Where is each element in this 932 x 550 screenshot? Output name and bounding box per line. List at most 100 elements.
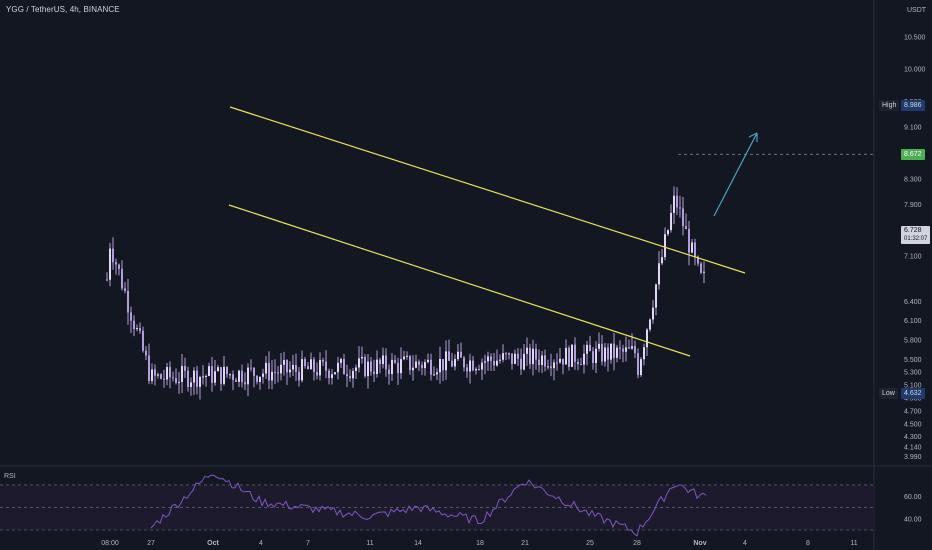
time-tick-label: 4 [743, 540, 747, 547]
candle-body [145, 350, 147, 356]
candle-body [466, 367, 468, 372]
price-tick-label: 4.300 [904, 434, 922, 441]
candle-body [256, 375, 258, 382]
candle-body [406, 355, 408, 357]
candle-body [532, 348, 534, 365]
time-tick-label: 27 [147, 540, 155, 547]
candle-body [364, 356, 366, 377]
candle-body [502, 353, 504, 360]
candle-body [262, 373, 264, 377]
candle-body [649, 319, 651, 330]
candle-body [196, 370, 198, 387]
candle-body [481, 362, 483, 370]
candle-body [451, 360, 453, 367]
time-tick-label: 21 [521, 540, 529, 547]
price-tick-label: 5.500 [904, 357, 922, 364]
candle-body [508, 353, 510, 355]
time-tick-label: 18 [476, 540, 484, 547]
projection-arrow [713, 132, 758, 217]
candle-body [556, 362, 558, 364]
candle-body [163, 378, 165, 380]
candle-body [166, 367, 168, 380]
candle-body [457, 351, 459, 360]
price-tick-label: 5.800 [904, 337, 922, 344]
candle-body [559, 358, 561, 363]
candle-body [571, 344, 573, 367]
candle-body [397, 362, 399, 374]
rsi-tick-label: 60.00 [904, 494, 922, 501]
currency-label: USDT [907, 7, 927, 14]
candle-body [454, 359, 456, 367]
time-tick-label: 14 [414, 540, 422, 547]
candle-body [487, 356, 489, 362]
candle-body [238, 370, 240, 382]
time-tick-label: 25 [586, 540, 594, 547]
candle-body [112, 248, 114, 263]
candle-body [334, 372, 336, 375]
candle-body [553, 362, 555, 369]
candle-body [130, 312, 132, 321]
candle-body [388, 369, 390, 375]
candle-body [505, 353, 507, 355]
time-tick-label: Nov [693, 540, 706, 547]
candle-body [484, 361, 486, 363]
candle-body [193, 370, 195, 383]
candle-body [211, 366, 213, 383]
candle-body [355, 367, 357, 371]
channel-upper-line [229, 106, 746, 274]
high-label: High [879, 100, 900, 111]
time-tick-label: 8 [806, 540, 810, 547]
candle-body [298, 371, 300, 381]
candle-body [586, 344, 588, 354]
candle-body [220, 367, 222, 384]
candle-body [538, 359, 540, 366]
candle-body [580, 364, 582, 366]
candle-body [658, 263, 660, 285]
candle-body [265, 362, 267, 374]
rsi-band [0, 484, 874, 530]
candle-body [442, 358, 444, 371]
candle-body [319, 360, 321, 376]
candle-body [184, 365, 186, 371]
candle-body [583, 353, 585, 365]
candle-body [367, 361, 369, 377]
candle-body [277, 372, 279, 374]
candle-body [613, 343, 615, 358]
candle-body [475, 368, 477, 371]
candle-body [313, 359, 315, 373]
candle-body [340, 359, 342, 363]
candle-body [664, 234, 666, 258]
candle-body [562, 358, 564, 365]
candle-body [280, 364, 282, 374]
candle-body [460, 351, 462, 358]
candle-body [520, 358, 522, 370]
price-tick-label: 6.100 [904, 318, 922, 325]
candle-body [661, 257, 663, 264]
candle-body [247, 367, 249, 385]
candle-body [691, 242, 693, 253]
candle-body [472, 360, 474, 371]
high-value-tag: 8.986 [901, 100, 925, 111]
candle-body [268, 362, 270, 381]
candle-body [565, 347, 567, 365]
candle-body [118, 264, 120, 269]
candle-body [124, 288, 126, 291]
price-tick-label: 9.100 [904, 125, 922, 132]
candle-body [199, 376, 201, 387]
candle-body [208, 366, 210, 376]
candle-body [331, 374, 333, 379]
candle-body [133, 320, 135, 330]
candle-body [418, 361, 420, 365]
candle-body [415, 361, 417, 368]
candle-body [655, 284, 657, 308]
price-tick-label: 7.900 [904, 202, 922, 209]
candle-body [292, 364, 294, 370]
candle-body [682, 208, 684, 227]
price-tick-label: 4.500 [904, 421, 922, 428]
candle-body [382, 355, 384, 365]
low-label: Low [879, 388, 898, 399]
price-tick-label: 10.500 [904, 34, 926, 41]
candle-body [601, 343, 603, 362]
